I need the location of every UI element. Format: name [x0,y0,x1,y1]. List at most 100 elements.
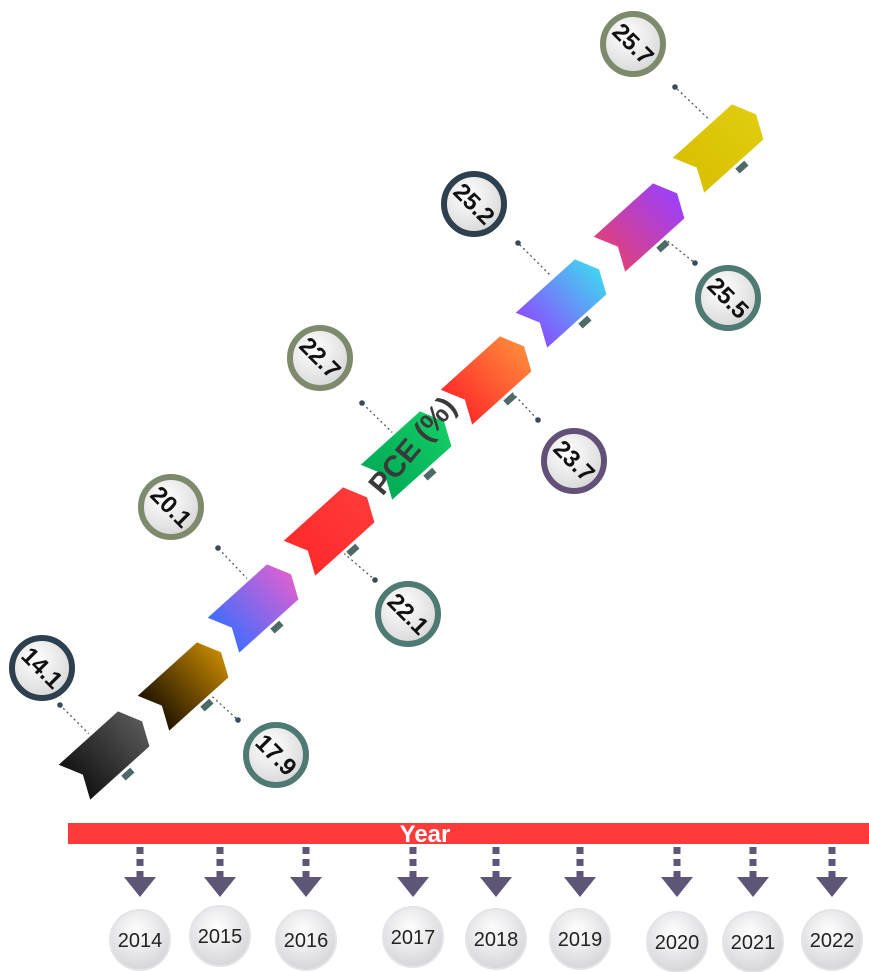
value-badge-2018: 22.7 [287,325,353,391]
year-marker-2016: 2016 [275,847,337,971]
year-badge-2014 [109,909,171,971]
year-marker-2022: 2022 [801,847,863,971]
year-badge-2015 [189,905,251,967]
year-badge-2017 [382,906,444,968]
year-label-2017: 2017 [391,927,436,949]
ribbon-chevron-2019 [435,332,535,431]
connector-dot-2019 [535,417,541,423]
value-badge-ring-2016 [138,474,204,540]
value-badge-2019: 23.7 [541,428,607,494]
year-marker-2019: 2019 [549,847,611,970]
year-badge-2016 [275,909,337,971]
connector-dot-2015 [235,717,241,723]
ribbon-segment-2017 [278,483,378,582]
ribbon-fold-2022 [732,158,749,174]
ribbon-chevron-2015 [132,638,232,737]
ribbon-segment-2021 [588,179,688,278]
value-badge-ring-2020 [441,171,507,237]
ribbon-segment-2016 [202,560,302,659]
connector-dot-2022 [672,84,678,90]
connector-line-2017 [339,549,376,581]
year-badge-2021 [722,911,784,972]
value-badge-2017: 22.1 [375,581,441,647]
year-arrow-head-2021 [737,877,769,897]
year-axis: Year [68,821,869,848]
year-arrow-head-2015 [204,877,236,897]
connector-dot-2018 [359,400,365,406]
ribbon-fold-2019 [500,390,517,406]
year-marker-2014: 2014 [109,847,171,971]
value-badge-ring-2017 [375,581,441,647]
connector-dot-2021 [692,260,698,266]
ribbon-chevron-2014 [53,707,153,806]
value-badge-2016: 20.1 [138,474,204,540]
ribbon-segment-2018 [355,407,455,506]
ribbon-fold-2018 [420,465,437,481]
year-arrow-head-2020 [661,877,693,897]
ribbon-chevron-2018 [355,407,455,506]
year-badge-2022 [801,909,863,971]
year-label-2021: 2021 [731,932,776,954]
connector-dot-2016 [215,545,221,551]
year-badge-2020 [646,911,708,972]
value-badge-ring-2019 [541,428,607,494]
year-badge-2019 [549,908,611,970]
connector-dot-2014 [57,702,63,708]
year-markers: 2014 2015 2016 2017 2018 2019 2020 2021 2022 [109,847,863,972]
connector-dot-2020 [515,240,521,246]
value-badge-ring-2021 [695,265,761,331]
pce-ribbon [53,100,767,806]
year-label-2014: 2014 [118,930,163,952]
year-axis-bar [68,823,869,844]
year-arrow-head-2014 [124,877,156,897]
year-marker-2020: 2020 [646,847,708,972]
value-badge-ring-2015 [243,722,309,788]
value-badge-2020: 25.2 [441,171,507,237]
year-arrow-head-2018 [480,877,512,897]
year-label-2020: 2020 [655,932,700,954]
year-badge-2018 [465,908,527,970]
connector-line-2018 [361,402,401,441]
year-label-2022: 2022 [810,930,855,952]
value-badge-2022: 25.7 [600,11,666,77]
year-label-2015: 2015 [198,926,243,948]
ribbon-fold-2017 [343,541,360,557]
value-badge-ring-2014 [9,635,75,701]
value-badge-ring-2018 [287,325,353,391]
ribbon-chevron-2017 [278,483,378,582]
ribbon-chevron-2021 [588,179,688,278]
ribbon-fold-2021 [653,237,670,253]
x-axis-label: Year [400,821,451,848]
value-badge-ring-2022 [600,11,666,77]
ribbon-fold-2015 [197,696,214,712]
year-marker-2021: 2021 [722,847,784,972]
value-badge-2014: 14.1 [9,635,75,701]
ribbon-chevron-2022 [667,100,767,199]
year-label-2019: 2019 [558,929,603,951]
year-marker-2018: 2018 [465,847,527,970]
connector-line-2022 [674,86,716,126]
year-arrow-head-2017 [397,877,429,897]
ribbon-segment-2014 [53,707,153,806]
ribbon-fold-2016 [267,618,284,634]
connector-line-2019 [504,384,539,421]
ribbon-segment-2019 [435,332,535,431]
connector-dot-2017 [372,577,378,583]
year-marker-2017: 2017 [382,847,444,968]
ribbon-fold-2020 [575,313,592,329]
year-label-2018: 2018 [474,929,519,951]
connector-lines [57,84,716,746]
ribbon-segment-2020 [510,255,610,354]
value-badges: 14.1 17.9 20.1 22.1 22.7 23.7 25.2 25.5 25.7 [9,11,761,788]
ribbon-segment-2015 [132,638,232,737]
year-marker-2015: 2015 [189,847,251,967]
year-arrow-head-2016 [290,877,322,897]
year-arrow-head-2019 [564,877,596,897]
ribbon-chevron-2020 [510,255,610,354]
value-badge-2015: 17.9 [243,722,309,788]
year-arrow-head-2022 [816,877,848,897]
ribbon-segment-2022 [667,100,767,199]
ribbon-chevron-2016 [202,560,302,659]
ribbon-fold-2014 [118,765,135,781]
